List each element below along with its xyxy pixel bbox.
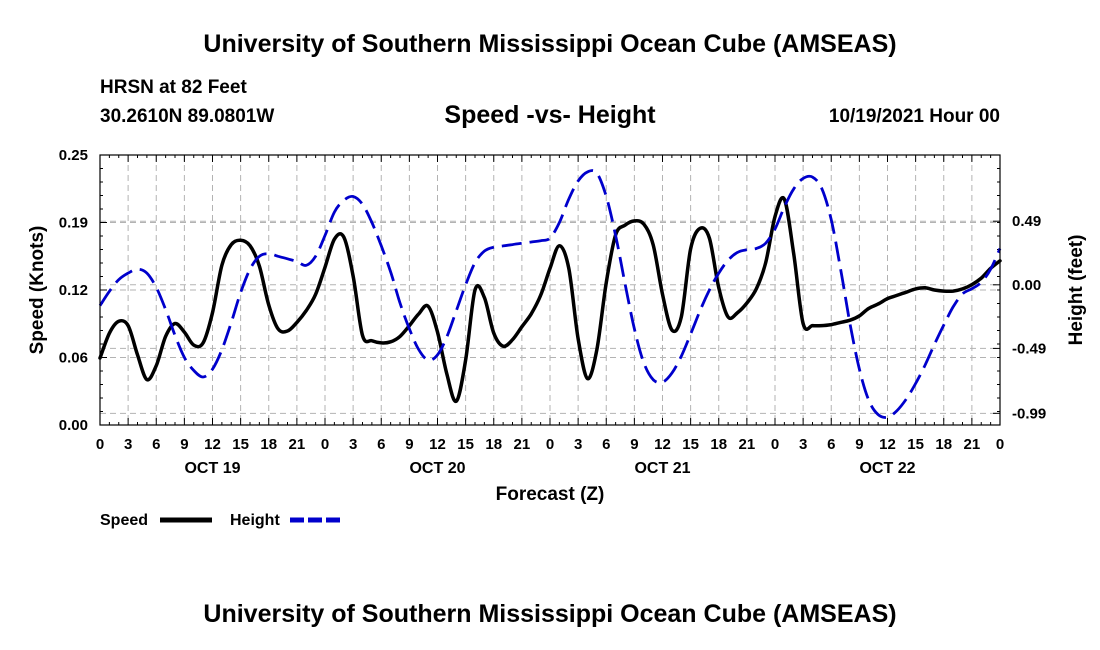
x-tick-label: 15: [457, 436, 474, 453]
legend: Speed Height: [100, 512, 342, 529]
x-tick-label: 12: [879, 436, 896, 453]
station-coordinates: 30.2610N 89.0801W: [100, 106, 275, 127]
x-tick-label: 21: [964, 436, 981, 453]
x-tick-label: 3: [349, 436, 357, 453]
day-label: OCT 22: [859, 460, 915, 477]
y2-axis-title: Height (feet): [1066, 235, 1087, 346]
x-axis-title: Forecast (Z): [496, 484, 605, 505]
x-tick-label: 0: [321, 436, 329, 453]
x-tick-label: 18: [260, 436, 277, 453]
day-label: OCT 21: [634, 460, 690, 477]
x-tick-label: 0: [546, 436, 554, 453]
x-tick-label: 18: [485, 436, 502, 453]
x-tick-label: 6: [602, 436, 610, 453]
x-tick-label: 3: [574, 436, 582, 453]
x-tick-label: 9: [855, 436, 863, 453]
x-tick-label: 18: [935, 436, 952, 453]
y-tick-label: 0.06: [59, 350, 88, 367]
y2-tick-label: -0.99: [1012, 405, 1046, 422]
y2-tick-label: 0.49: [1012, 213, 1041, 230]
series-layer: [98, 169, 1002, 419]
chart-title: University of Southern Mississippi Ocean…: [203, 30, 897, 58]
plot-frame: [99, 154, 1001, 426]
y2-tick-label: 0.00: [1012, 277, 1041, 294]
speed-series-line: [98, 196, 1002, 403]
x-tick-label: 0: [996, 436, 1004, 453]
y-tick-label: 0.19: [59, 215, 88, 232]
x-tick-label: 0: [771, 436, 779, 453]
x-tick-label: 18: [710, 436, 727, 453]
x-tick-label: 12: [654, 436, 671, 453]
x-tick-label: 15: [907, 436, 924, 453]
y-axis-title: Speed (Knots): [27, 226, 48, 355]
y-tick-label: 0.00: [59, 417, 88, 434]
chart-subtitle: Speed -vs- Height: [444, 101, 656, 129]
x-tick-label: 12: [429, 436, 446, 453]
axis-labels: 0 3 6 9 12 15 18 21 0 3 6 9 12 15 18 21 0 3 6 9 12 15 18 21 0 3 6 9…: [27, 147, 1087, 505]
x-tick-label: 6: [377, 436, 385, 453]
y-tick-label: 0.25: [59, 147, 88, 164]
legend-label-speed: Speed: [100, 512, 148, 529]
day-label: OCT 19: [184, 460, 240, 477]
x-tick-label: 15: [232, 436, 249, 453]
x-tick-label: 12: [204, 436, 221, 453]
x-tick-label: 6: [152, 436, 160, 453]
y-tick-label: 0.12: [59, 282, 88, 299]
x-tick-label: 15: [682, 436, 699, 453]
x-tick-label: 9: [180, 436, 188, 453]
x-tick-label: 21: [289, 436, 306, 453]
x-tick-label: 21: [514, 436, 531, 453]
x-tick-label: 9: [630, 436, 638, 453]
station-label: HRSN at 82 Feet: [100, 77, 247, 98]
forecast-datetime: 10/19/2021 Hour 00: [828, 106, 1000, 127]
x-tick-label: 3: [799, 436, 807, 453]
chart-grid: [100, 155, 1000, 425]
x-tick-label: 9: [405, 436, 413, 453]
footer-title: University of Southern Mississippi Ocean…: [203, 600, 897, 628]
x-tick-label: 21: [739, 436, 756, 453]
x-tick-label: 0: [96, 436, 104, 453]
day-label: OCT 20: [409, 460, 465, 477]
x-tick-label: 3: [124, 436, 132, 453]
y2-tick-label: -0.49: [1012, 340, 1046, 357]
x-tick-label: 6: [827, 436, 835, 453]
legend-label-height: Height: [230, 512, 280, 529]
